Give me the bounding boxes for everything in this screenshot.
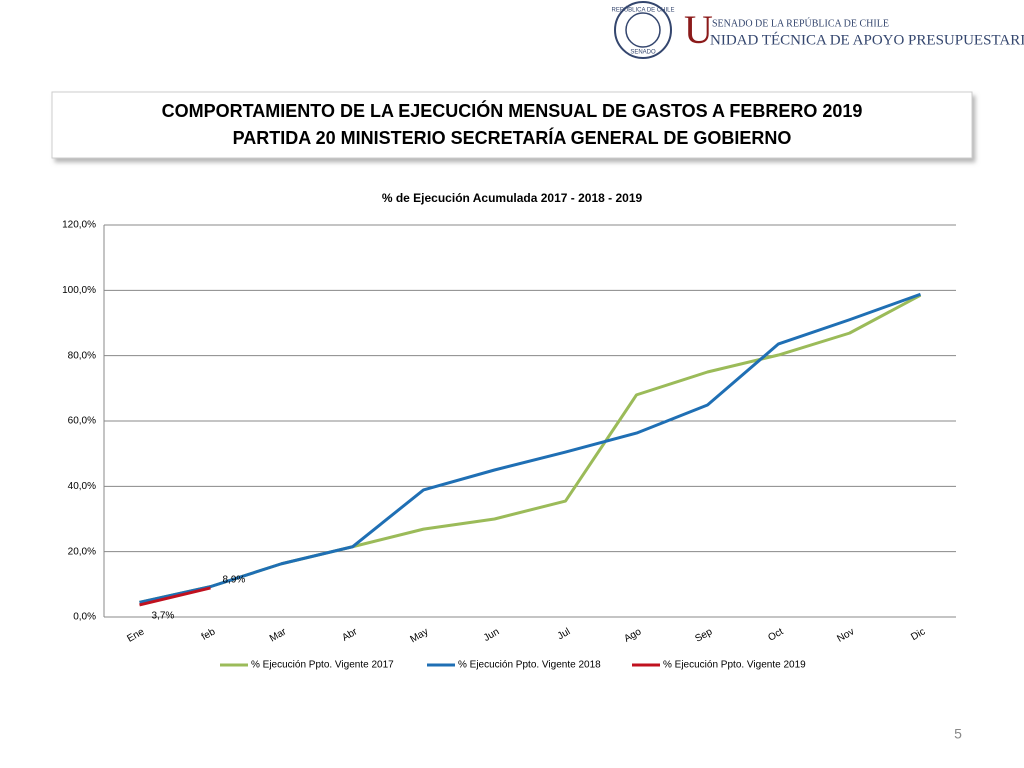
logo-line2: NIDAD TÉCNICA DE APOYO PRESUPUESTARIO	[710, 31, 1024, 48]
logo-initial: U	[684, 7, 713, 52]
x-tick-label: Abr	[340, 626, 360, 644]
series-line	[139, 292, 922, 604]
data-label: 8,9%	[223, 575, 246, 586]
seal-inner	[625, 12, 661, 48]
y-tick-label: 0,0%	[73, 612, 96, 623]
logo-line1: SENADO DE LA REPÚBLICA DE CHILE	[712, 17, 889, 29]
series-line	[139, 586, 211, 607]
x-tick-label: Nov	[835, 626, 856, 644]
y-tick-label: 100,0%	[62, 285, 96, 296]
y-tick-label: 80,0%	[68, 350, 96, 361]
y-tick-label: 40,0%	[68, 481, 96, 492]
x-tick-label: Jul	[556, 626, 573, 642]
x-tick-label: Ago	[622, 626, 643, 645]
x-tick-label: Sep	[693, 626, 714, 645]
page-number: 5	[954, 726, 962, 742]
seal-bottom: SENADO	[630, 50, 656, 56]
slide-subtitle: PARTIDA 20 MINISTERIO SECRETARÍA GENERAL…	[233, 127, 792, 148]
x-tick-label: Dic	[909, 626, 927, 643]
seal	[614, 1, 672, 59]
x-tick-label: May	[408, 626, 430, 645]
seal-top: REPÚBLICA DE CHILE	[611, 7, 674, 14]
y-tick-label: 120,0%	[62, 220, 96, 231]
legend-label: % Ejecución Ppto. Vigente 2019	[663, 660, 806, 671]
x-tick-label: feb	[200, 626, 218, 643]
y-tick-label: 60,0%	[68, 416, 96, 427]
title-box	[51, 91, 973, 159]
y-tick-label: 20,0%	[68, 546, 96, 557]
series-line	[139, 293, 922, 604]
x-tick-label: Mar	[268, 626, 289, 644]
x-tick-label: Ene	[125, 626, 146, 645]
x-tick-label: Jun	[482, 626, 501, 644]
slide-title: COMPORTAMIENTO DE LA EJECUCIÓN MENSUAL D…	[162, 100, 863, 121]
x-tick-label: Oct	[766, 626, 785, 643]
legend-label: % Ejecución Ppto. Vigente 2017	[251, 660, 394, 671]
legend-label: % Ejecución Ppto. Vigente 2018	[458, 660, 601, 671]
logo: REPÚBLICA DE CHILE SENADO U SENADO DE LA…	[611, 1, 1024, 59]
data-label: 3,7%	[152, 611, 175, 622]
chart-title: % de Ejecución Acumulada 2017 - 2018 - 2…	[382, 191, 643, 205]
